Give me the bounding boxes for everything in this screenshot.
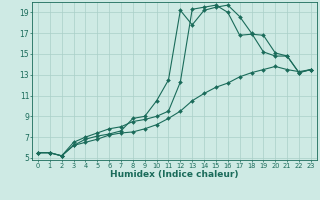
- X-axis label: Humidex (Indice chaleur): Humidex (Indice chaleur): [110, 170, 239, 179]
